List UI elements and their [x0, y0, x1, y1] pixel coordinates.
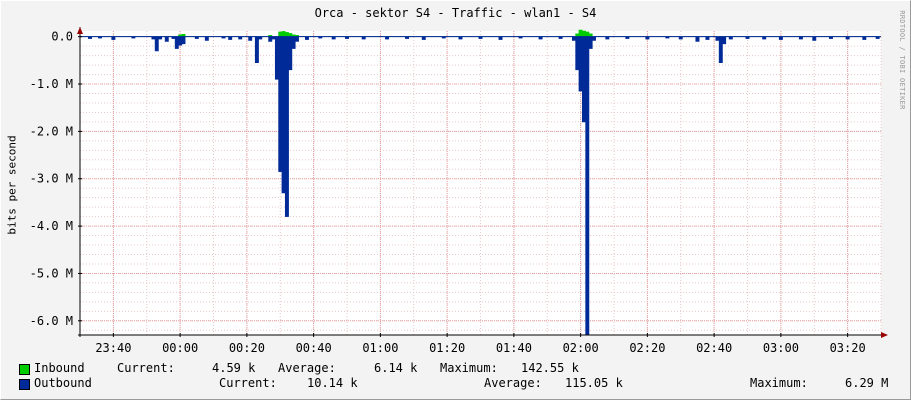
legend-outbound-swatch [19, 379, 30, 390]
legend-inbound-maximum: 142.55 k [521, 361, 579, 375]
x-tick-label: 01:00 [362, 341, 398, 355]
axes [77, 27, 888, 338]
grid [79, 31, 882, 335]
x-ticks: 23:40 00:00 00:20 00:40 01:00 01:20 01:40 02:00… [95, 333, 866, 355]
x-tick-label: 03:20 [830, 341, 866, 355]
x-tick-label: 01:40 [496, 341, 532, 355]
y-axis-arrow [77, 27, 83, 34]
legend-inbound-swatch [19, 364, 30, 375]
legend-outbound-current-label: Current: [219, 376, 277, 390]
legend-inbound-name: Inbound [34, 361, 85, 375]
x-axis-arrow [881, 332, 888, 338]
x-tick-label: 00:40 [296, 341, 332, 355]
y-ticks: 0.0 -1.0 M -2.0 M -3.0 M -4.0 M -5.0 M -6.0 M [30, 30, 82, 328]
x-tick-label: 02:00 [563, 341, 599, 355]
legend-outbound-maximum-label: Maximum: [750, 376, 808, 390]
x-tick-label: 00:20 [229, 341, 265, 355]
legend: Inbound Current: 4.59 k Average: 6.14 k … [0, 360, 911, 400]
legend-outbound-current: 10.14 k [307, 376, 358, 390]
legend-inbound-current-label: Current: [117, 361, 175, 375]
chart-plot: 0.0-1.0 M-2.0 M-3.0 M-4.0 M-5.0 M-6.0 M … [30, 27, 888, 355]
legend-inbound-average: 6.14 k [374, 361, 418, 375]
chart-title: Orca - sektor S4 - Traffic - wlan1 - S4 [314, 6, 597, 20]
y-tick-label: -4.0 M [30, 219, 73, 233]
y-tick-label: 0.0 [51, 30, 73, 44]
legend-inbound-current: 4.59 k [212, 361, 256, 375]
x-tick-label: 01:20 [429, 341, 465, 355]
y-tick-label: -6.0 M [30, 314, 73, 328]
series-layer [80, 29, 881, 335]
legend-outbound-average-label: Average: [484, 376, 542, 390]
x-tick-label: 02:40 [696, 341, 732, 355]
x-tick-label: 23:40 [95, 341, 131, 355]
y-tick-label: -2.0 M [30, 124, 73, 138]
y-tick-label: -1.0 M [30, 77, 73, 91]
x-tick-label: 02:20 [629, 341, 665, 355]
x-tick-label: 00:00 [162, 341, 198, 355]
legend-outbound-maximum: 6.29 M [845, 376, 889, 390]
legend-outbound-average: 115.05 k [565, 376, 623, 390]
legend-inbound-maximum-label: Maximum: [440, 361, 498, 375]
y-tick-label: -5.0 M [30, 266, 73, 280]
legend-outbound-name: Outbound [34, 376, 92, 390]
legend-inbound-average-label: Average: [278, 361, 336, 375]
x-tick-label: 03:00 [763, 341, 799, 355]
y-tick-label: -3.0 M [30, 172, 73, 186]
plot-background [80, 31, 881, 335]
